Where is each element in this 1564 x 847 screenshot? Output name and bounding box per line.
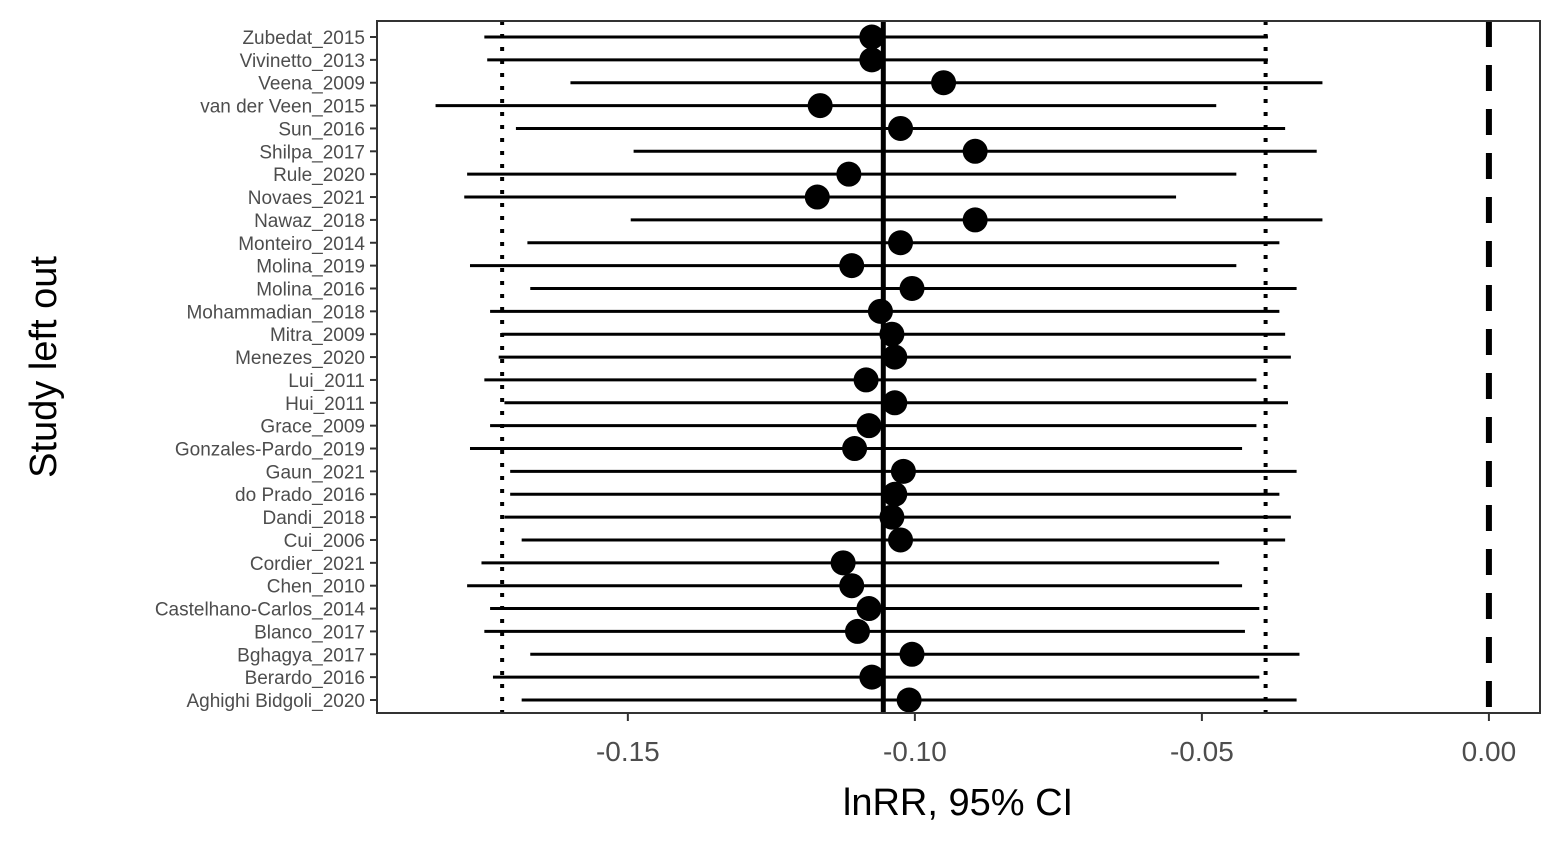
- y-tick-label: Berardo_2016: [245, 668, 365, 689]
- point-estimate: [879, 504, 905, 530]
- plot-panel-border: [376, 20, 1541, 714]
- y-tick-label: Nawaz_2018: [254, 211, 365, 232]
- y-tick-label: Novaes_2021: [248, 188, 365, 209]
- y-tick-label: Aghighi Bidgoli_2020: [186, 691, 365, 712]
- x-tick-label: -0.10: [883, 736, 947, 767]
- y-tick-label: Gonzales-Pardo_2019: [175, 440, 365, 461]
- y-tick-label: Cordier_2021: [250, 554, 365, 575]
- point-estimate: [856, 413, 882, 439]
- point-estimate: [882, 344, 908, 370]
- point-estimate: [853, 367, 879, 393]
- x-axis-title: lnRR, 95% CI: [843, 782, 1073, 824]
- point-estimate: [888, 115, 914, 141]
- y-tick-label: Chen_2010: [267, 577, 365, 598]
- point-estimate: [839, 573, 865, 599]
- y-tick-label: Hui_2011: [285, 394, 365, 415]
- y-tick-label: Gaun_2021: [266, 462, 365, 483]
- x-tick-label: 0.00: [1462, 736, 1517, 767]
- point-estimate: [856, 596, 882, 622]
- y-axis-ticks: Zubedat_2015Vivinetto_2013Veena_2009van …: [155, 28, 377, 712]
- point-estimate: [890, 458, 916, 484]
- point-estimate: [839, 253, 865, 279]
- point-estimates: [804, 24, 988, 713]
- x-axis-ticks: -0.15 -0.10 -0.05 0.00: [596, 713, 1516, 767]
- x-tick-label: -0.15: [596, 736, 660, 767]
- y-tick-label: Grace_2009: [260, 417, 365, 438]
- y-tick-label: Veena_2009: [258, 74, 365, 95]
- y-tick-label: Zubedat_2015: [242, 28, 365, 49]
- y-tick-label: Dandi_2018: [263, 508, 365, 529]
- point-estimate: [899, 641, 925, 667]
- y-tick-label: Monteiro_2014: [238, 234, 365, 255]
- y-tick-label: Mohammadian_2018: [186, 302, 365, 323]
- point-estimate: [888, 230, 914, 256]
- point-estimate: [896, 687, 922, 713]
- plot-panel: [377, 21, 1540, 713]
- y-tick-label: Bghagya_2017: [237, 645, 365, 666]
- y-tick-label: Cui_2006: [284, 531, 365, 552]
- point-estimate: [804, 184, 830, 210]
- point-estimate: [931, 70, 957, 96]
- point-estimate: [807, 93, 833, 119]
- point-estimate: [859, 24, 885, 50]
- point-estimate: [888, 527, 914, 553]
- point-estimate: [836, 161, 862, 187]
- reference-lines: [500, 21, 1492, 713]
- y-tick-label: do Prado_2016: [235, 485, 365, 506]
- point-estimate: [844, 618, 870, 644]
- y-tick-label: Molina_2016: [256, 279, 365, 300]
- y-axis-title: Study left out: [23, 256, 65, 478]
- y-tick-label: Rule_2020: [273, 165, 365, 186]
- point-estimate: [962, 207, 988, 233]
- x-tick-label: -0.05: [1170, 736, 1234, 767]
- y-tick-label: Blanco_2017: [254, 622, 365, 643]
- y-tick-label: Molina_2019: [256, 257, 365, 278]
- point-estimate: [882, 390, 908, 416]
- point-estimate: [859, 47, 885, 73]
- y-tick-label: Mitra_2009: [270, 325, 365, 346]
- point-estimate: [830, 550, 856, 576]
- y-tick-label: Sun_2016: [278, 119, 365, 140]
- y-tick-label: Shilpa_2017: [259, 142, 365, 163]
- y-tick-label: van der Veen_2015: [200, 97, 365, 118]
- point-estimate: [842, 436, 868, 462]
- point-estimate: [882, 481, 908, 507]
- point-estimate: [859, 664, 885, 690]
- point-estimate: [962, 138, 988, 164]
- y-tick-label: Menezes_2020: [235, 348, 365, 369]
- y-tick-label: Lui_2011: [288, 371, 365, 392]
- point-estimate: [879, 321, 905, 347]
- y-tick-label: Castelhano-Carlos_2014: [155, 600, 366, 621]
- y-tick-label: Vivinetto_2013: [240, 51, 365, 72]
- point-estimate: [899, 275, 925, 301]
- point-estimate: [867, 298, 893, 324]
